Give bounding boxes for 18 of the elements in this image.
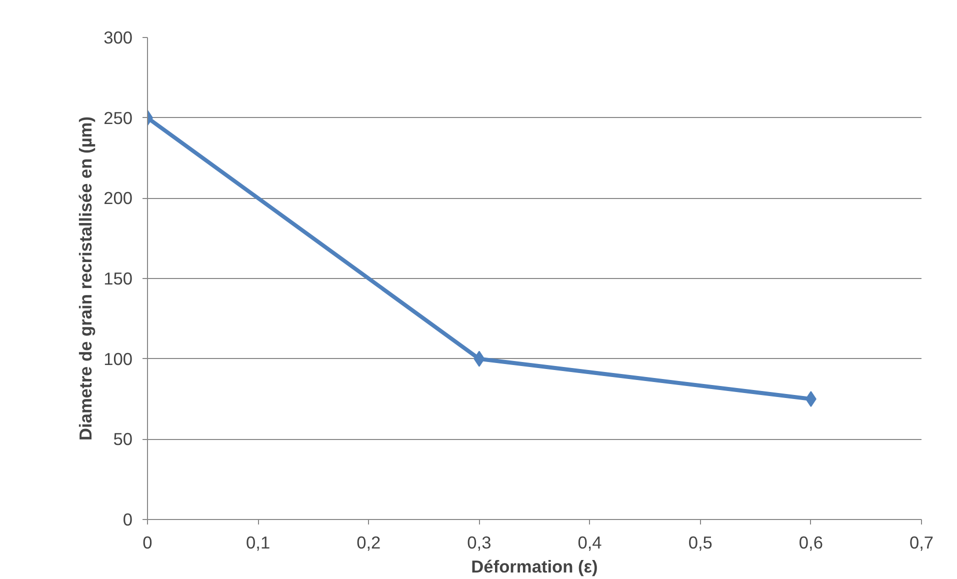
x-tick-label: 0,6	[798, 532, 823, 552]
x-tick-label: 0,3	[467, 532, 492, 552]
y-tick-label: 150	[104, 268, 133, 288]
x-tick-label: 0,1	[246, 532, 270, 552]
x-tick-label: 0	[142, 532, 152, 552]
y-tick-label: 200	[104, 188, 133, 208]
point	[805, 391, 816, 407]
x-axis-title: Déformation (ε)	[471, 556, 598, 576]
y-tick-label: 50	[113, 429, 133, 450]
x-tick-label: 0,7	[909, 532, 934, 552]
x-tick-label: 0,4	[578, 532, 602, 552]
y-tick-label: 0	[122, 510, 133, 530]
x-tick-label: 0,5	[688, 532, 712, 552]
y-tick-label: 100	[104, 348, 133, 369]
y-tick-label: 250	[104, 108, 133, 128]
x-tick-label: 0,2	[356, 532, 381, 552]
y-axis-title: Diametre de grain recristallisée en (µm)	[76, 116, 96, 440]
y-tick-label: 300	[104, 28, 133, 48]
